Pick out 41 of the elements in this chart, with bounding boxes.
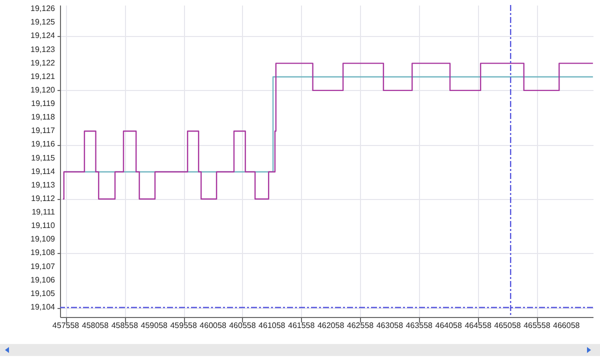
y-tick-label: 19,106 — [30, 275, 56, 284]
y-tick-label: 19,118 — [31, 112, 56, 122]
y-tick-label: 19,125 — [30, 18, 56, 27]
y-tick-label: 19,114 — [31, 166, 56, 176]
x-tick-label: 457558 — [52, 321, 80, 330]
x-tick-label: 462058 — [317, 321, 345, 330]
x-tick-label: 460558 — [229, 321, 256, 330]
y-tick-label: 19,117 — [31, 126, 56, 136]
x-tick-label: 464558 — [464, 321, 492, 330]
y-tick-label: 19,123 — [30, 44, 56, 54]
x-tick-label: 465558 — [524, 321, 551, 330]
y-tick-label: 19,111 — [32, 208, 56, 217]
x-tick-label: 459558 — [170, 321, 198, 330]
y-tick-label: 19,119 — [31, 99, 56, 108]
x-tick-label: 461058 — [258, 321, 286, 330]
x-tick-label: 458058 — [82, 321, 110, 330]
x-tick-label: 461558 — [288, 321, 316, 330]
x-tick-label: 464058 — [435, 321, 462, 330]
y-tick-label: 19,113 — [31, 180, 56, 190]
x-tick-label: 458558 — [111, 321, 139, 330]
x-tick-label: 459058 — [140, 321, 168, 330]
x-tick-label: 463558 — [406, 321, 434, 330]
y-tick-label: 19,122 — [30, 58, 56, 68]
y-tick-label: 19,110 — [31, 221, 56, 230]
y-tick-label: 19,120 — [30, 85, 56, 94]
y-tick-label: 19,126 — [30, 4, 56, 14]
y-tick-label: 19,115 — [31, 153, 56, 162]
x-tick-label: 466058 — [553, 321, 580, 330]
y-tick-label: 19,124 — [30, 31, 56, 40]
x-tick-label: 462558 — [346, 321, 374, 330]
y-tick-label: 19,112 — [31, 194, 56, 203]
y-tick-label: 19,105 — [30, 288, 56, 298]
x-tick-label: 463058 — [376, 321, 404, 330]
x-tick-label: 460058 — [200, 321, 227, 330]
x-tick-label: 465058 — [494, 321, 522, 330]
y-tick-label: 19,109 — [30, 234, 56, 244]
y-tick-label: 19,107 — [30, 262, 56, 271]
y-tick-label: 19,121 — [30, 72, 56, 81]
y-tick-label: 19,104 — [30, 302, 56, 312]
y-tick-label: 19,116 — [31, 140, 56, 149]
y-tick-label: 19,108 — [30, 248, 56, 258]
